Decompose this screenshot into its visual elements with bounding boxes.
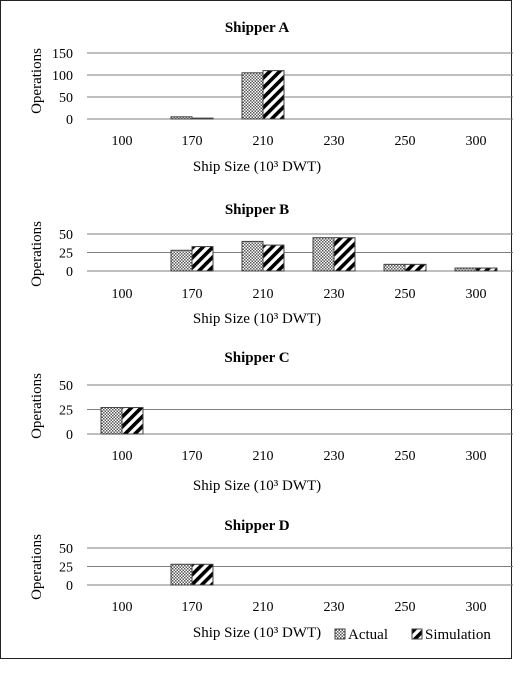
bar-simulation-250 <box>404 263 427 272</box>
bar-actual-100 <box>100 407 123 435</box>
x-tick-label: 230 <box>324 134 345 149</box>
x-tick-label: 230 <box>324 449 345 464</box>
x-tick-label: 170 <box>182 134 203 149</box>
bar-simulation-230 <box>333 237 356 272</box>
chart-title: Shipper D <box>224 518 289 534</box>
chart-panel-2: Shipper B 0 25 50 Operations 100 170 210 230 250 3… <box>29 202 513 327</box>
y-tick-label: 25 <box>59 404 73 419</box>
legend-swatch-actual <box>334 628 346 640</box>
chart-panel-1: Shipper A 0 50 100 150 Operations 100 170 210 230… <box>29 20 513 175</box>
chart-title: Shipper A <box>225 20 290 36</box>
x-tick-label: 210 <box>253 600 274 615</box>
legend-label-actual: Actual <box>348 627 388 643</box>
bar-actual-170 <box>170 563 193 586</box>
bar-simulation-210 <box>262 70 285 120</box>
x-axis-label: Ship Size (10³ DWT) <box>193 159 321 175</box>
x-axis-label: Ship Size (10³ DWT) <box>193 311 321 327</box>
y-tick-label: 100 <box>52 69 73 84</box>
y-tick-label: 50 <box>59 91 73 106</box>
figure-frame: Shipper A 0 50 100 150 Operations 100 170 210 230… <box>0 0 513 659</box>
y-axis-label: Operations <box>29 48 45 114</box>
bar-actual-300 <box>454 267 477 272</box>
x-tick-label: 250 <box>395 134 416 149</box>
x-tick-label: 300 <box>466 287 487 302</box>
x-tick-label: 170 <box>182 287 203 302</box>
y-tick-label: 25 <box>59 247 73 262</box>
bar-actual-170 <box>170 249 193 272</box>
x-tick-label: 210 <box>253 287 274 302</box>
x-tick-label: 100 <box>112 600 133 615</box>
x-tick-label: 100 <box>112 287 133 302</box>
y-tick-label: 0 <box>66 579 73 594</box>
y-tick-label: 0 <box>66 428 73 443</box>
bar-actual-170 <box>170 116 193 120</box>
y-axis-label: Operations <box>29 534 45 600</box>
bar-simulation-170 <box>191 563 214 586</box>
x-axis-label: Ship Size (10³ DWT) <box>193 478 321 494</box>
chart-title: Shipper C <box>224 350 289 366</box>
legend: Actual Simulation <box>334 627 491 643</box>
x-axis-label: Ship Size (10³ DWT) <box>193 625 321 641</box>
bar-actual-210 <box>241 240 264 272</box>
y-tick-label: 0 <box>66 265 73 280</box>
x-tick-label: 250 <box>395 600 416 615</box>
chart-panel-3: Shipper C 0 25 50 Operations 100 170 210 230 250 3… <box>29 350 513 494</box>
y-axis-label: Operations <box>29 373 45 439</box>
x-tick-label: 250 <box>395 287 416 302</box>
x-tick-label: 100 <box>112 134 133 149</box>
bar-simulation-100 <box>121 407 144 435</box>
y-axis-label: Operations <box>29 221 45 287</box>
x-tick-label: 210 <box>253 134 274 149</box>
bar-actual-250 <box>383 263 406 272</box>
y-tick-label: 150 <box>52 47 73 62</box>
bar-actual-210 <box>241 72 264 120</box>
x-tick-label: 210 <box>253 449 274 464</box>
chart-panel-4: Shipper D 0 25 50 Operations 100 170 210 230 250 3… <box>29 518 513 641</box>
x-tick-label: 300 <box>466 449 487 464</box>
y-tick-label: 50 <box>59 228 73 243</box>
y-tick-label: 0 <box>66 113 73 128</box>
x-tick-label: 300 <box>466 134 487 149</box>
legend-swatch-simulation <box>411 628 423 640</box>
x-tick-label: 300 <box>466 600 487 615</box>
legend-label-simulation: Simulation <box>425 627 491 643</box>
y-tick-label: 25 <box>59 561 73 576</box>
bar-simulation-210 <box>262 244 285 272</box>
bar-simulation-170 <box>191 246 214 272</box>
bar-simulation-300 <box>475 267 498 272</box>
x-tick-label: 100 <box>112 449 133 464</box>
x-tick-label: 170 <box>182 449 203 464</box>
x-tick-label: 230 <box>324 287 345 302</box>
x-tick-label: 250 <box>395 449 416 464</box>
y-tick-label: 50 <box>59 542 73 557</box>
chart-title: Shipper B <box>225 202 289 218</box>
x-tick-label: 170 <box>182 600 203 615</box>
chart-figure: Shipper A 0 50 100 150 Operations 100 170 210 230… <box>29 20 513 643</box>
x-tick-label: 230 <box>324 600 345 615</box>
bar-simulation-170 <box>191 117 214 120</box>
bar-actual-230 <box>312 237 335 272</box>
y-tick-label: 50 <box>59 379 73 394</box>
